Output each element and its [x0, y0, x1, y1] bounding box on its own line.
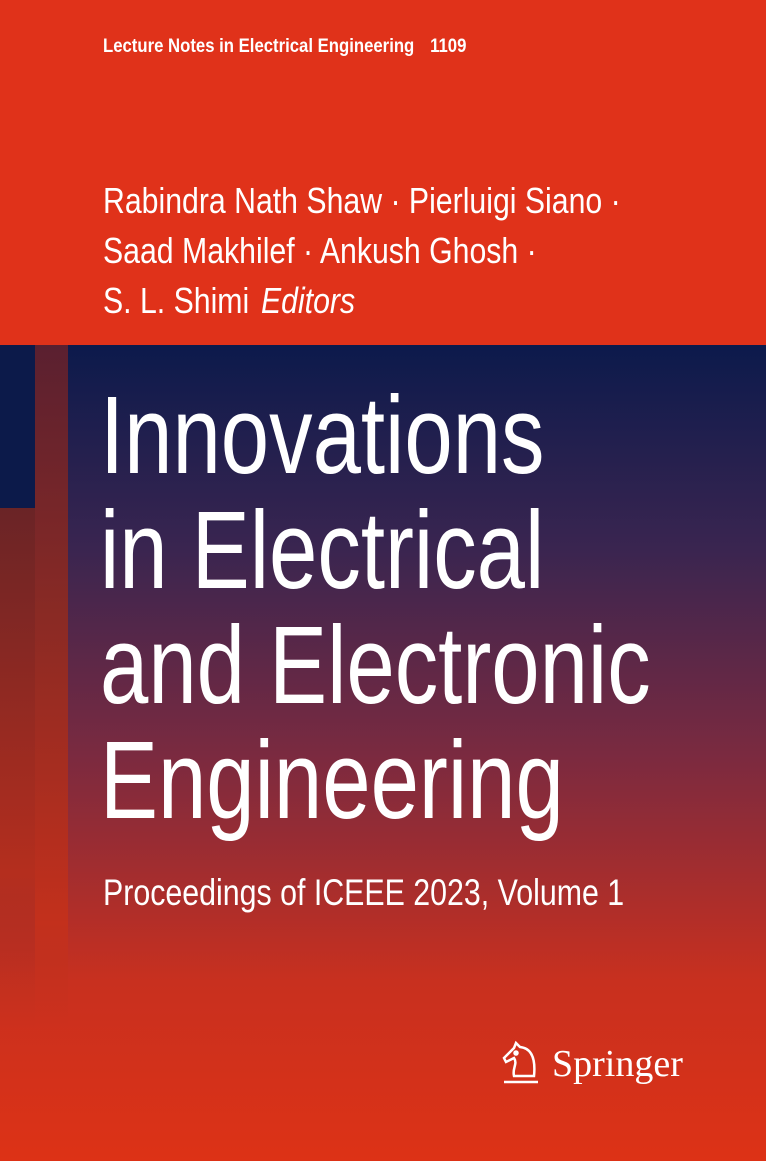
decorative-strip: [0, 345, 35, 508]
title-line: and Electronic: [100, 604, 651, 727]
title-line: in Electrical: [100, 489, 545, 612]
top-band: [0, 0, 766, 345]
gradient-panel: [0, 345, 766, 1161]
editors-line: Rabindra Nath Shaw · Pierluigi Siano ·: [103, 180, 621, 221]
knight-horse-icon: [502, 1040, 538, 1084]
decorative-strip: [35, 345, 68, 1025]
editors-line: S. L. Shimi: [103, 280, 250, 321]
editors-line: Saad Makhilef · Ankush Ghosh ·: [103, 230, 537, 271]
title-line: Engineering: [100, 719, 564, 842]
publisher-logo: Springer: [500, 1040, 683, 1088]
decorative-strip: [0, 508, 35, 1028]
book-title: Innovations in Electrical and Electronic…: [100, 378, 651, 838]
series-number: 1109: [430, 36, 467, 57]
editors-role: Editors: [260, 280, 356, 321]
series-title: Lecture Notes in Electrical Engineering 1…: [103, 36, 482, 58]
book-subtitle: Proceedings of ICEEE 2023, Volume 1: [103, 872, 625, 913]
publisher-name: Springer: [552, 1043, 683, 1085]
title-line: Innovations: [100, 374, 545, 497]
editors: Rabindra Nath Shaw · Pierluigi Siano · S…: [103, 176, 621, 326]
series-name: Lecture Notes in Electrical Engineering: [103, 36, 415, 57]
